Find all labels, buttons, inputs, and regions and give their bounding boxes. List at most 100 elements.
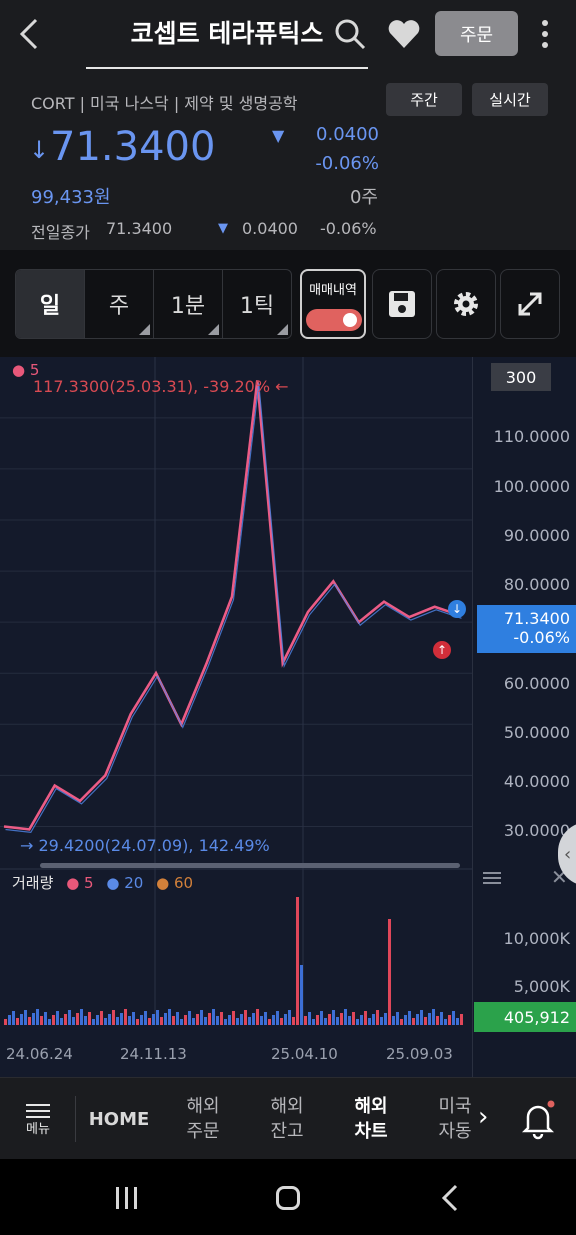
volume-bar [396,1012,399,1025]
trade-history-toggle[interactable]: 매매내역 [300,269,366,339]
change-abs: 0.0400 [316,124,379,145]
prev-down-triangle-icon: ▼ [218,221,228,236]
price-down-icon: ↓ [29,136,50,164]
order-button[interactable]: 주문 [435,11,518,56]
vol-ma5: ● 5 [66,874,94,892]
volume-bar [76,1013,79,1025]
high-annotation: 117.3300(25.03.31), -39.20% ← [33,377,289,396]
weekly-button[interactable]: 주간 [386,83,462,116]
tab-1min[interactable]: 1분 [154,270,223,338]
volume-bar [388,919,391,1025]
recent-apps-icon[interactable] [116,1187,138,1209]
volume-bar [308,1012,311,1025]
volume-bar [264,1012,267,1025]
period-box[interactable]: 300 [491,363,551,391]
y-tick: 100.0000 [493,477,570,496]
home-icon[interactable] [276,1186,300,1210]
volume-bar [240,1014,243,1025]
volume-bar [140,1015,143,1025]
volume-bar [60,1018,63,1025]
volume-bar [412,1018,415,1025]
nav-overseas-order[interactable]: 해외 주문 [186,1096,220,1142]
volume-bar [224,1019,227,1025]
nav-us-auto[interactable]: 미국 자동 [438,1096,472,1142]
volume-bar [400,1019,403,1025]
nav-overseas-balance[interactable]: 해외 잔고 [270,1096,304,1142]
y-tick: 60.0000 [503,674,570,693]
volume-bar [448,1015,451,1025]
system-back-icon[interactable] [440,1184,460,1212]
volume-bar [312,1019,315,1025]
volume-bar [40,1016,43,1025]
volume-bar [20,1014,23,1025]
nav-overseas-chart[interactable]: 해외 차트 [354,1096,388,1142]
current-price-tag-change: -0.06% [513,628,570,647]
stock-subtitle: CORT | 미국 나스닥 | 제약 및 생명공학 [31,94,298,113]
tab-week[interactable]: 주 [85,270,154,338]
volume-bar [68,1010,71,1025]
chart-scrollbar[interactable] [40,863,460,868]
volume-bar [284,1014,287,1025]
tab-day[interactable]: 일 [16,270,85,338]
volume-bar [160,1017,163,1025]
volume-bar [260,1016,263,1025]
quote-panel: CORT | 미국 나스닥 | 제약 및 생명공학 주간 실시간 ↓ 71.34… [0,70,576,250]
volume-bar [144,1011,147,1025]
more-icon[interactable] [534,16,556,52]
menu-lines-icon[interactable] [483,869,501,887]
vol-ma5-value: 5 [84,874,94,892]
price-candle-trace [5,383,462,834]
heart-icon[interactable] [386,16,422,52]
volume-bar [28,1017,31,1025]
interval-selector: 일 주 1분 1틱 [15,269,292,339]
nav-home[interactable]: HOME [88,1108,150,1130]
system-nav-bar [0,1159,576,1235]
save-button[interactable] [372,269,432,339]
chart-canvas[interactable] [0,357,472,1077]
y-tick: 30.0000 [503,821,570,840]
volume-bar [208,1013,211,1025]
prev-close-value: 71.3400 [106,219,173,238]
volume-bar [416,1014,419,1025]
volume-bar [12,1011,15,1025]
volume-bar [120,1013,123,1025]
volume-bar [132,1012,135,1025]
volume-bar [392,1016,395,1025]
volume-bar [168,1009,171,1025]
volume-bar [216,1016,219,1025]
nav-more-chevron-icon[interactable]: › [478,1102,489,1132]
y-tick: 110.0000 [493,427,570,446]
bell-icon[interactable] [520,1100,556,1144]
volume-bar [296,897,299,1025]
toggle-switch[interactable] [306,309,362,331]
volume-bar [356,1019,359,1025]
volume-bar [280,1018,283,1025]
ma-legend: ● 5 [12,361,40,379]
price-chart[interactable]: 300 110.0000 100.0000 90.0000 80.0000 60… [0,357,576,1077]
volume-bar [176,1012,179,1025]
realtime-button[interactable]: 실시간 [472,83,548,116]
settings-button[interactable] [436,269,496,339]
vol-ma60-value: 60 [173,874,194,892]
volume-bar [348,1016,351,1025]
change-pct: -0.06% [315,153,379,174]
volume-bar [200,1010,203,1025]
y-tick: 80.0000 [503,575,570,594]
volume-bar [184,1015,187,1025]
y-axis-panel: 300 110.0000 100.0000 90.0000 80.0000 60… [472,357,576,1077]
search-icon[interactable] [332,16,368,52]
ma-legend-value: 5 [29,361,40,379]
back-icon[interactable] [16,14,44,54]
expand-button[interactable] [500,269,560,339]
volume-bar [424,1017,427,1025]
volume-bar [204,1017,207,1025]
volume-bar [192,1018,195,1025]
bell-icon-svg [521,1100,555,1140]
hamburger-icon [26,1100,50,1122]
gear-icon [454,292,478,316]
menu-button[interactable]: 메뉴 [10,1078,66,1160]
side-drawer-handle[interactable]: ‹ [558,822,576,886]
tab-1tick[interactable]: 1틱 [223,270,291,338]
volume-bar [420,1010,423,1025]
chart-toolbar: 일 주 1분 1틱 매매내역 [0,250,576,355]
